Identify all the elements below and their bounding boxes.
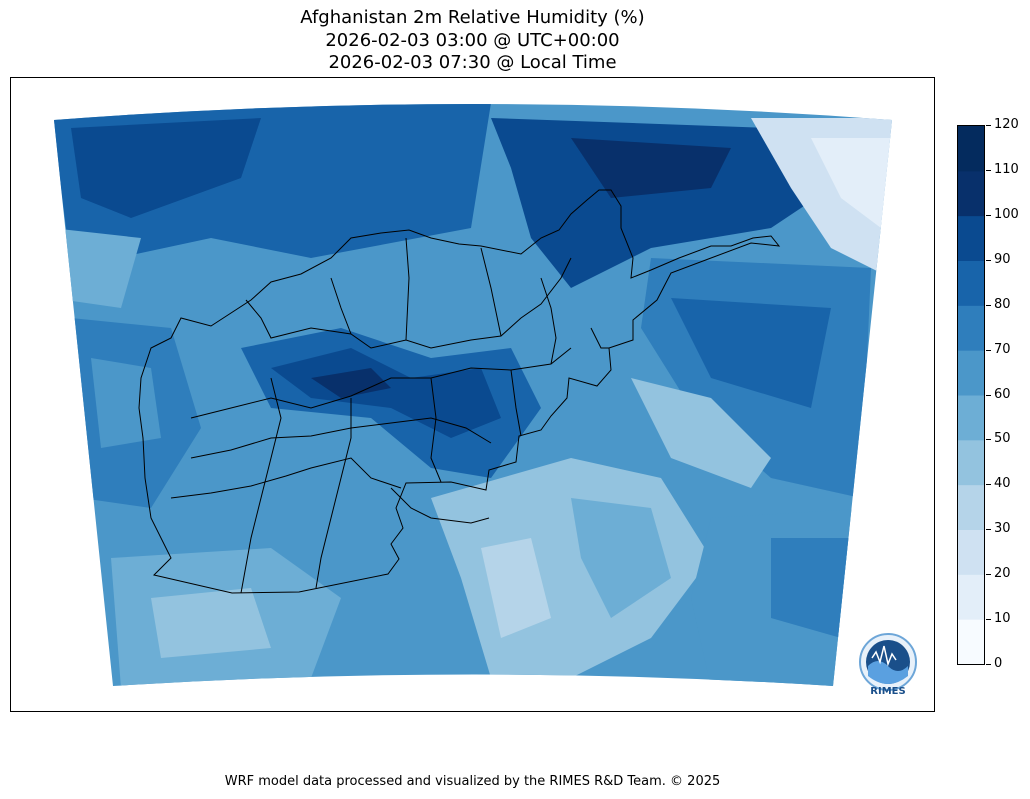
chart-subtitle-utc: 2026-02-03 03:00 @ UTC+00:00 xyxy=(325,30,620,51)
colorbar-segment xyxy=(958,215,984,261)
humidity-map xyxy=(54,104,892,686)
colorbar-tick xyxy=(986,214,991,216)
rimes-logo-icon xyxy=(859,633,917,691)
colorbar-tick-label: 70 xyxy=(994,341,1011,357)
colorbar-tick-label: 110 xyxy=(994,161,1019,177)
colorbar-gradient xyxy=(958,126,984,664)
colorbar-tick xyxy=(986,439,991,441)
province-boundaries xyxy=(138,189,781,594)
colorbar-segment xyxy=(958,529,984,575)
colorbar-tick-label: 30 xyxy=(994,521,1011,537)
chart-subtitle-local: 2026-02-03 07:30 @ Local Time xyxy=(328,52,617,73)
humidity-field xyxy=(54,104,892,686)
colorbar-tick xyxy=(986,574,991,576)
colorbar xyxy=(957,125,985,665)
colorbar-tick-label: 80 xyxy=(994,296,1011,312)
colorbar-tick xyxy=(986,484,991,486)
colorbar-tick-label: 20 xyxy=(994,566,1011,582)
logo-text: RIMES xyxy=(870,686,906,697)
colorbar-segment xyxy=(958,619,984,664)
colorbar-tick xyxy=(986,664,991,665)
footer-credit: WRF model data processed and visualized … xyxy=(224,774,721,789)
colorbar-tick xyxy=(986,304,991,306)
chart-title: Afghanistan 2m Relative Humidity (%) xyxy=(300,7,645,28)
colorbar-tick-label: 50 xyxy=(994,431,1011,447)
colorbar-tick xyxy=(986,349,991,351)
colorbar-tick xyxy=(986,394,991,396)
colorbar-segment xyxy=(958,305,984,351)
colorbar-tick-label: 60 xyxy=(994,386,1011,402)
map-panel xyxy=(10,77,935,712)
colorbar-tick xyxy=(986,529,991,531)
colorbar-tick-label: 90 xyxy=(994,251,1011,267)
colorbar-tick-label: 0 xyxy=(994,656,1003,671)
colorbar-segment xyxy=(958,260,984,306)
colorbar-tick xyxy=(986,619,991,621)
colorbar-tick-label: 100 xyxy=(994,206,1019,222)
colorbar-segment xyxy=(958,574,984,620)
colorbar-segment xyxy=(958,439,984,486)
colorbar-tick-label: 10 xyxy=(994,611,1011,627)
colorbar-tick xyxy=(986,259,991,261)
colorbar-tick xyxy=(986,125,991,126)
colorbar-segment xyxy=(958,170,984,217)
colorbar-segment xyxy=(958,350,984,396)
colorbar-segment xyxy=(958,395,984,441)
colorbar-segment xyxy=(958,484,984,530)
colorbar-segment xyxy=(958,126,984,172)
colorbar-tick-label: 40 xyxy=(994,476,1011,492)
colorbar-tick-label: 120 xyxy=(994,117,1019,132)
colorbar-tick xyxy=(986,169,991,171)
